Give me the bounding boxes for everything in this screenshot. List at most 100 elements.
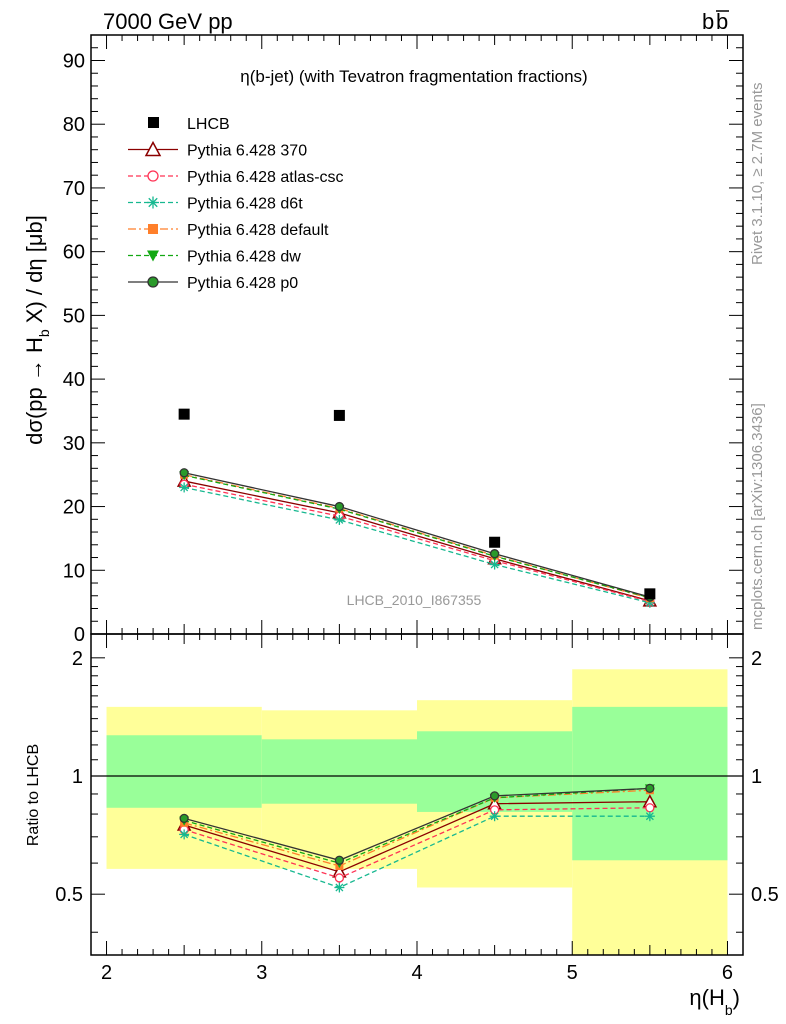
side-text-top: Rivet 3.1.10, ≥ 2.7M events — [749, 83, 766, 266]
ratio-series-line-4 — [183, 787, 650, 864]
star-stroke — [148, 197, 158, 208]
watermark: LHCB_2010_I867355 — [347, 592, 482, 608]
header-left: 7000 GeV pp — [103, 9, 233, 34]
series-line-0 — [184, 480, 651, 602]
series-line-1 — [184, 483, 651, 603]
series-line-4 — [184, 474, 651, 599]
ratio-y-tick-label: 0.5 — [751, 884, 779, 906]
ratio-series-line-5 — [183, 787, 650, 861]
legend-marker — [147, 196, 159, 209]
ratio-y-tick-label: 1 — [751, 766, 762, 788]
y-tick-label: 90 — [63, 50, 85, 72]
ratio-y-axis-label: Ratio to LHCB — [25, 744, 42, 846]
y-tick-label: 70 — [63, 178, 85, 200]
legend-label: Pythia 6.428 dw — [187, 249, 301, 266]
star-stroke — [645, 812, 654, 821]
star-stroke — [490, 560, 499, 569]
ratio-series-point — [644, 811, 655, 822]
header-right-b: b — [702, 9, 714, 34]
xlabel-part: η(H — [689, 985, 724, 1010]
legend-label: Pythia 6.428 d6t — [187, 196, 303, 213]
y-tick-label: 0 — [74, 624, 85, 646]
legend-marker — [148, 224, 158, 234]
ratio-series-point — [334, 855, 345, 865]
ratio-y-tick-label: 2 — [72, 648, 83, 670]
ratio-series-point — [179, 813, 189, 824]
x-axis-label: η(Hb) — [689, 985, 740, 1018]
ratio-series-line-1 — [183, 807, 650, 879]
legend-marker — [147, 170, 159, 182]
ratio-series-point — [489, 791, 500, 801]
y-tick-label: 40 — [63, 369, 85, 391]
header-right-bbar: b — [716, 9, 728, 34]
ratio-bands — [91, 669, 743, 955]
ratio-series-point — [334, 873, 345, 883]
data-point — [489, 536, 501, 548]
ylabel-part: X) / dη [μb] — [22, 215, 47, 329]
ratio-series-line-0 — [183, 801, 650, 873]
main-y-axis-label: dσ(pp → Hb X) / dη [μb] — [22, 215, 52, 445]
legend-marker — [147, 250, 159, 262]
ratio-y-tick-label: 2 — [751, 648, 762, 670]
series-point — [179, 468, 189, 478]
series-point — [489, 549, 500, 559]
star-stroke — [335, 515, 344, 524]
series-line-2 — [184, 486, 651, 604]
star-stroke — [180, 830, 189, 839]
y-tick-label: 60 — [63, 242, 85, 264]
ratio-series-point — [645, 783, 655, 794]
ratio-series-point — [489, 811, 500, 822]
xlabel-subscript: b — [725, 1002, 733, 1018]
x-tick-label: 2 — [101, 962, 112, 984]
ratio-y-tick-label: 0.5 — [55, 884, 83, 906]
ratio-axes: 0.5 0.5 1 1 2 2 2 3 4 5 6 — [55, 633, 779, 984]
ratio-y-tick-label: 1 — [72, 766, 83, 788]
data-point — [333, 409, 345, 421]
x-tick-label: 5 — [567, 962, 578, 984]
y-tick-label: 20 — [63, 497, 85, 519]
ratio-series-line-3 — [183, 789, 650, 867]
legend-label: Pythia 6.428 370 — [187, 143, 307, 160]
y-tick-label: 30 — [63, 433, 85, 455]
x-tick-label: 4 — [411, 962, 422, 984]
ratio-series-point — [645, 803, 655, 813]
legend-marker — [148, 117, 159, 128]
uncertainty-band-green — [572, 706, 728, 861]
main-panel: 0 10 20 30 40 50 60 70 80 90 η(b-jet) (with Tevat… — [22, 34, 744, 646]
uncertainty-band-green — [261, 739, 417, 804]
main-axes: 0 10 20 30 40 50 60 70 80 90 — [63, 34, 744, 646]
y-tick-label: 80 — [63, 114, 85, 136]
star-stroke — [335, 883, 344, 892]
y-tick-label: 50 — [63, 305, 85, 327]
uncertainty-band-green — [106, 735, 262, 808]
x-tick-label: 6 — [722, 962, 733, 984]
legend-label: Pythia 6.428 default — [187, 222, 329, 239]
legend-label: Pythia 6.428 p0 — [187, 275, 298, 292]
data-point — [644, 588, 656, 600]
y-tick-label: 10 — [63, 560, 85, 582]
x-tick-label: 3 — [256, 962, 267, 984]
legend-marker — [144, 140, 162, 157]
series-point — [334, 501, 345, 512]
data-point — [178, 408, 190, 420]
main-title: η(b-jet) (with Tevatron fragmentation fr… — [240, 67, 587, 86]
ylabel-part: dσ(pp → H — [22, 337, 47, 445]
main-marks — [176, 408, 658, 608]
side-text-bottom: mcplots.cern.ch [arXiv:1306.3436] — [749, 403, 766, 630]
xlabel-part: ) — [733, 985, 740, 1010]
legend-label: Pythia 6.428 atlas-csc — [187, 169, 344, 186]
legend-marker — [147, 276, 159, 288]
header-right: b b — [702, 9, 729, 34]
series-line-5 — [184, 472, 651, 598]
ylabel-subscript: b — [36, 329, 52, 337]
star-stroke — [490, 812, 499, 821]
ratio-series-point — [179, 829, 190, 840]
ratio-panel: 0.5 0.5 1 1 2 2 2 3 4 5 6 Ratio to LHCB — [25, 633, 779, 984]
series-point — [334, 514, 345, 525]
ratio-marks — [176, 783, 658, 893]
ratio-series-line-2 — [183, 815, 650, 889]
legend-label: LHCB — [187, 116, 230, 133]
legend: LHCB Pythia 6.428 370 Pythia 6.428 atlas-c… — [128, 116, 344, 292]
series-point — [179, 482, 190, 493]
